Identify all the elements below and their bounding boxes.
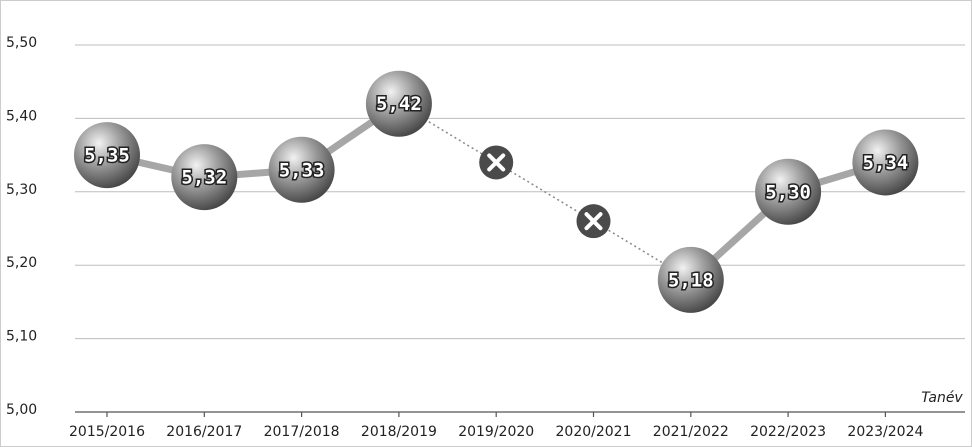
data-label: 5,42 [376,93,422,115]
data-label: 5,30 [765,181,811,203]
x-tick-label: 2020/2021 [556,424,632,440]
y-tick-label: 5,40 [6,108,37,124]
frame [1,1,972,447]
y-tick-label: 5,30 [6,182,37,198]
x-tick-label: 2017/2018 [264,424,340,440]
x-tick-label: 2016/2017 [166,424,242,440]
data-label: 5,35 [84,145,130,167]
y-tick-label: 5,10 [6,329,37,345]
x-tick-label: 2021/2022 [653,424,729,440]
y-tick-label: 5,50 [6,35,37,51]
y-tick-label: 5,00 [6,402,37,418]
data-label: 5,32 [181,167,227,189]
chart: Tanév 5,00 5,10 5,20 5,30 5,40 5,50 2015/2016 2… [0,0,972,447]
x-axis-label: Tanév [921,390,963,406]
data-label: 5,33 [279,159,325,181]
x-tick-label: 2023/2024 [847,424,923,440]
x-tick-label: 2018/2019 [361,424,437,440]
x-tick-label: 2019/2020 [458,424,534,440]
data-label: 5,34 [863,152,909,174]
x-tick-label: 2022/2023 [750,424,826,440]
data-label: 5,18 [668,269,714,291]
x-tick-label: 2015/2016 [69,424,145,440]
y-tick-label: 5,20 [6,255,37,271]
